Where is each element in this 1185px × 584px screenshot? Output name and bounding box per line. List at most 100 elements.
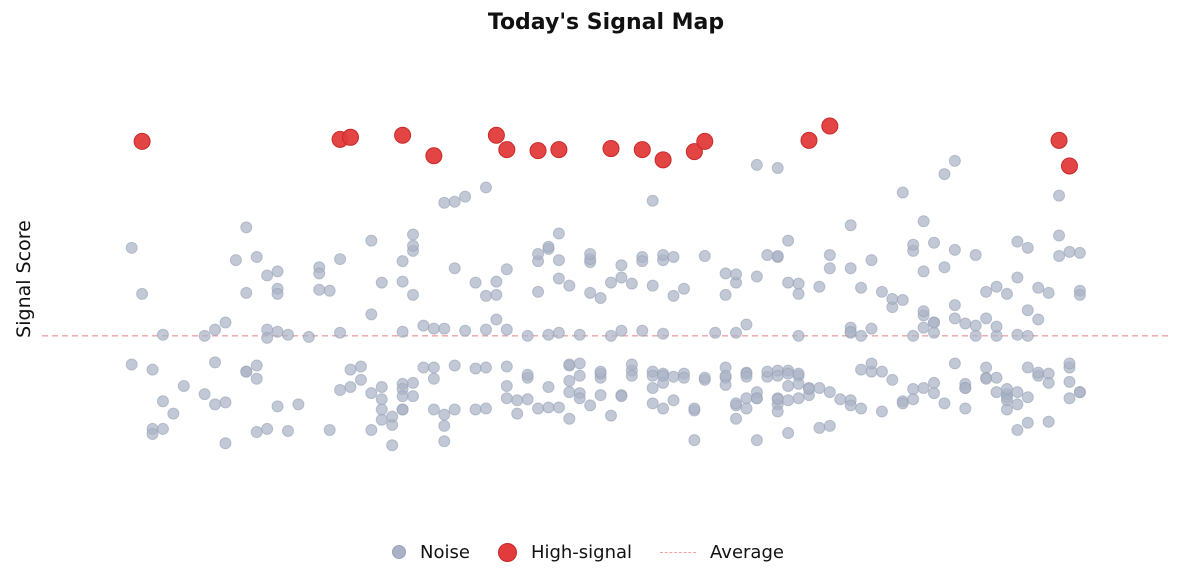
noise-point [813,280,826,293]
noise-point [948,312,961,325]
noise-point [855,402,868,415]
noise-point [156,328,169,341]
noise-point [438,435,451,448]
legend-item-average: Average [660,542,784,563]
noise-point [875,365,888,378]
noise-point [563,374,576,387]
noise-point [1063,245,1076,258]
noise-point [615,324,628,337]
noise-point [646,382,659,394]
noise-point [865,322,878,335]
noise-point [615,390,628,403]
noise-point [552,401,565,414]
noise-point [907,383,920,396]
noise-point [156,395,169,408]
legend-high-signal-marker [497,542,517,562]
legend-average-marker [660,551,697,553]
noise-point [1042,376,1055,389]
noise-point [1073,246,1086,259]
noise-point [1063,357,1076,370]
noise-point [990,386,1003,399]
noise-point [605,276,617,289]
noise-point [740,370,753,383]
noise-point [990,320,1003,333]
noise-point [532,247,545,260]
noise-series [125,154,1086,452]
noise-point [302,330,315,343]
noise-point [594,389,607,402]
noise-point [802,383,815,396]
noise-point [313,283,326,296]
noise-point [907,238,920,251]
noise-point [1011,423,1024,436]
legend-item-noise: Noise [392,542,470,563]
noise-point [730,268,743,281]
high-signal-point [342,128,359,146]
high-signal-point [800,131,818,149]
noise-point [573,357,586,370]
noise-point [427,372,440,385]
noise-point [240,221,253,234]
noise-point [750,158,763,171]
noise-point [469,362,482,375]
noise-point [167,407,180,420]
noise-point [771,405,784,418]
noise-point [667,289,680,302]
noise-point [1032,281,1045,294]
noise-point [281,424,294,437]
noise-point [1032,366,1045,379]
noise-point [625,277,638,290]
noise-point [886,292,899,305]
noise-point [615,259,628,272]
noise-point [959,317,972,330]
high-signal-point [394,126,412,144]
noise-point [313,267,326,280]
noise-point [375,413,388,426]
noise-point [771,162,784,174]
noise-point [928,316,941,329]
noise-point [855,363,868,376]
noise-point [375,276,388,289]
noise-point [386,439,399,452]
noise-point [469,276,482,289]
noise-point [771,250,784,262]
noise-point [563,358,576,371]
noise-point [448,403,461,416]
noise-point [521,368,534,381]
noise-point [782,276,795,289]
noise-point [334,326,347,339]
noise-point [792,377,805,390]
noise-point [1073,386,1086,399]
noise-point [250,251,263,264]
noise-point [584,247,597,260]
noise-point [511,407,524,420]
noise-point [896,397,909,410]
noise-point [344,363,357,376]
legend: Noise High-signal Average [392,537,784,567]
noise-point [667,394,680,407]
noise-point [271,287,284,300]
noise-point [792,392,805,405]
noise-point [865,254,878,267]
noise-point [365,308,378,321]
noise-point [552,272,565,285]
noise-point [136,287,149,300]
noise-point [594,291,607,304]
noise-point [1000,394,1013,407]
noise-point [969,248,982,261]
noise-point [761,248,774,261]
noise-point [219,316,232,329]
high-signal-point [529,142,547,160]
noise-point [823,248,836,261]
noise-point [782,394,795,407]
noise-point [928,387,941,400]
noise-point [980,312,993,325]
noise-point [375,393,388,406]
noise-point [281,328,294,341]
noise-point [532,285,545,298]
noise-point [500,263,513,276]
noise-point [813,382,826,394]
high-signal-point [133,132,151,150]
noise-point [646,369,659,382]
noise-point [250,372,263,385]
